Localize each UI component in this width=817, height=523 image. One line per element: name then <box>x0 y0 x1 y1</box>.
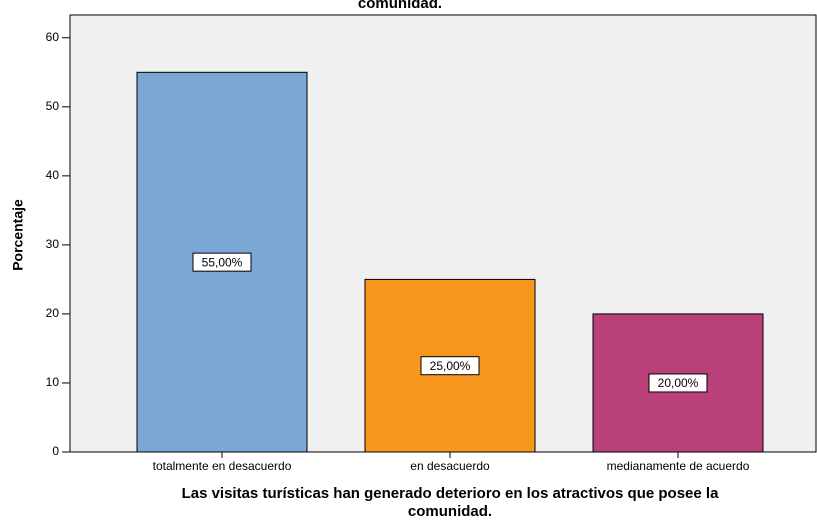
value-label: 20,00% <box>658 376 699 390</box>
x-tick-label: medianamente de acuerdo <box>607 459 750 473</box>
y-tick-label: 60 <box>46 30 60 44</box>
value-label-box <box>420 356 480 376</box>
y-tick-label: 40 <box>46 168 60 182</box>
y-tick-label: 20 <box>46 306 60 320</box>
y-tick-label: 30 <box>46 237 60 251</box>
y-tick-label: 50 <box>46 99 60 113</box>
x-axis-label: Las visitas turísticas han generado dete… <box>182 485 720 502</box>
x-tick-label: en desacuerdo <box>410 459 490 473</box>
y-tick-label: 0 <box>52 444 59 458</box>
x-tick-label: totalmente en desacuerdo <box>153 459 292 473</box>
value-label-box <box>648 373 708 393</box>
x-axis-label: comunidad. <box>408 503 492 520</box>
value-label: 55,00% <box>202 255 243 269</box>
y-tick-label: 10 <box>46 375 60 389</box>
bar <box>364 278 536 453</box>
chart-title: comunidad. <box>358 0 442 12</box>
value-label-box <box>192 252 252 272</box>
y-axis-label: Porcentaje <box>10 199 26 271</box>
value-label: 25,00% <box>430 359 471 373</box>
